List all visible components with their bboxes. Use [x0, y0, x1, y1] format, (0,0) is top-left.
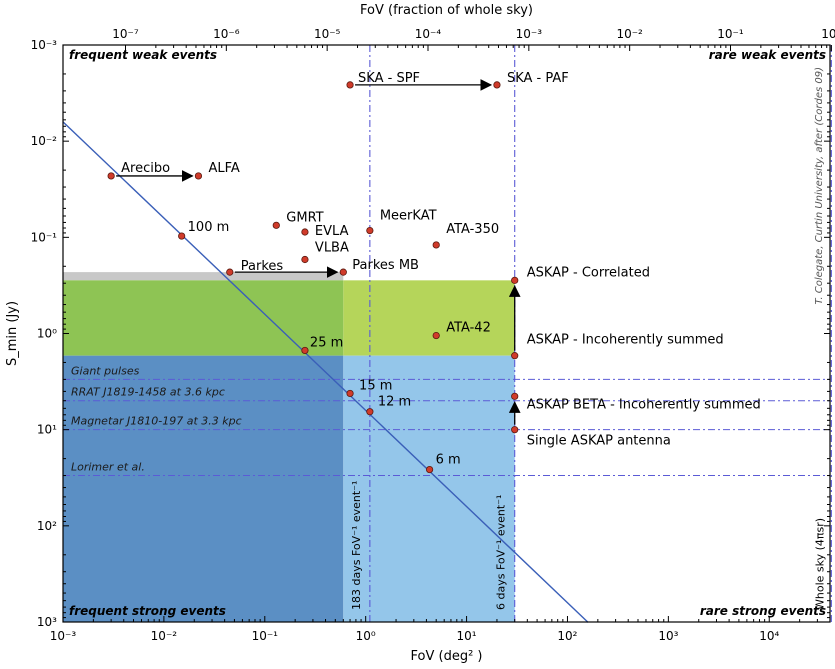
x2-tick-label: 10⁻³	[516, 27, 543, 41]
shaded-band-2	[63, 280, 344, 356]
x-tick-label: 10⁰	[356, 629, 376, 643]
x-tick-label: 10⁻¹	[252, 629, 279, 643]
label-ska-paf: SKA - PAF	[507, 71, 569, 86]
label-parkes-mb: Parkes MB	[352, 258, 419, 273]
point-vlba	[301, 255, 309, 264]
region-label-lorimer-et-al: Lorimer et al.	[71, 461, 145, 474]
label-arecibo: Arecibo	[121, 161, 170, 176]
x2-axis-label: FoV (fraction of whole sky)	[360, 3, 533, 18]
label-ata-42: ATA-42	[446, 321, 491, 336]
x-tick-label: 10⁴	[759, 629, 779, 643]
x-tick-label: 10⁻²	[151, 629, 178, 643]
y-tick-label: 10⁻¹	[31, 230, 58, 244]
point-askap-beta-incoherently-summed	[511, 392, 519, 400]
y-tick-label: 10³	[37, 615, 57, 629]
shaded-band-4	[63, 355, 344, 622]
point-parkes-mb	[339, 268, 347, 276]
shaded-band-1	[63, 272, 344, 281]
sensitivity-line	[62, 121, 589, 623]
label-ata-350: ATA-350	[446, 222, 499, 237]
region-label-giant-pulses: Giant pulses	[71, 364, 140, 377]
point-meerkat	[366, 226, 374, 235]
x2-tick-label: 10⁻⁴	[415, 27, 442, 41]
x2-tick-label: 10⁻¹	[717, 27, 744, 41]
label-100-m: 100 m	[188, 220, 230, 235]
point-ata-350	[432, 241, 440, 249]
point-evla	[301, 228, 309, 236]
point-parkes	[226, 268, 234, 276]
y-tick-label: 10¹	[37, 423, 57, 437]
point-arecibo	[107, 172, 115, 180]
point-100-m	[178, 232, 186, 240]
label-parkes: Parkes	[241, 259, 284, 274]
label-15-m: 15 m	[359, 378, 392, 393]
x-tick-label: 10³	[658, 629, 678, 643]
y-tick-label: 10⁻²	[31, 134, 58, 148]
corner-bottom-left: frequent strong events	[69, 604, 226, 618]
x-tick-label: 10⁻³	[50, 629, 77, 643]
label-vlba: VLBA	[315, 240, 349, 255]
corner-bottom-right: rare strong events	[700, 604, 826, 618]
label-askap-beta-incoherently-summed: ASKAP BETA - Incoherently summed	[527, 397, 761, 412]
x2-tick-label: 10⁻⁵	[314, 27, 341, 41]
corner-top-right: rare weak events	[709, 48, 826, 62]
point-askap-incoherently-summed	[511, 352, 519, 360]
point-askap-correlated	[511, 276, 519, 284]
point-ska-spf	[346, 81, 354, 89]
shaded-band-5	[343, 355, 515, 622]
label-25-m: 25 m	[310, 335, 343, 350]
label-single-askap-antenna: Single ASKAP antenna	[527, 434, 671, 449]
point-ata-42	[432, 331, 440, 340]
label-askap-correlated: ASKAP - Correlated	[527, 265, 650, 280]
vline-label-6-days-fov-event: 6 days FoV⁻¹ event⁻¹	[495, 495, 508, 610]
y-tick-label: 10²	[37, 519, 57, 533]
x-axis-label: FoV (deg² )	[411, 649, 483, 664]
label-gmrt: GMRT	[286, 210, 323, 225]
label-6-m: 6 m	[436, 453, 461, 468]
label-alfa: ALFA	[208, 161, 239, 176]
shaded-band-3	[343, 280, 515, 356]
vline-label-183-days-fov-event: 183 days FoV⁻¹ event⁻¹	[350, 481, 363, 610]
label-evla: EVLA	[315, 224, 349, 239]
label-askap-incoherently-summed: ASKAP - Incoherently summed	[527, 333, 724, 348]
label-ska-spf: SKA - SPF	[358, 71, 420, 86]
x2-tick-label: 10⁻⁷	[112, 27, 139, 41]
y-axis-label: S_min (Jy)	[5, 301, 20, 366]
y-tick-label: 10⁰	[37, 327, 57, 341]
point-alfa	[194, 172, 203, 180]
point-15-m	[346, 389, 354, 398]
label-12-m: 12 m	[378, 395, 411, 410]
point-6-m	[425, 465, 434, 474]
label-meerkat: MeerKAT	[380, 209, 437, 224]
point-single-askap-antenna	[511, 426, 519, 434]
point-12-m	[366, 408, 374, 416]
point-ska-paf	[493, 81, 501, 89]
y-tick-label: 10⁻³	[31, 38, 58, 52]
x2-tick-label: 10⁰	[821, 27, 835, 41]
x-tick-label: 10²	[557, 629, 577, 643]
credit-text: T. Colegate, Curtin University, after (C…	[814, 67, 825, 305]
point-25-m	[301, 346, 309, 355]
vline-label-whole-sky-4-sr: Whole sky (4πsr)	[813, 518, 826, 610]
point-gmrt	[272, 221, 280, 229]
x2-tick-label: 10⁻⁶	[213, 27, 240, 41]
corner-top-left: frequent weak events	[69, 48, 217, 62]
region-label-magnetar-j1810-197-at-3-3-kpc: Magnetar J1810-197 at 3.3 kpc	[71, 415, 242, 428]
x-tick-label: 10¹	[457, 629, 477, 643]
region-label-rrat-j1819-1458-at-3-6-kpc: RRAT J1819-1458 at 3.6 kpc	[71, 386, 225, 399]
x2-tick-label: 10⁻²	[616, 27, 643, 41]
